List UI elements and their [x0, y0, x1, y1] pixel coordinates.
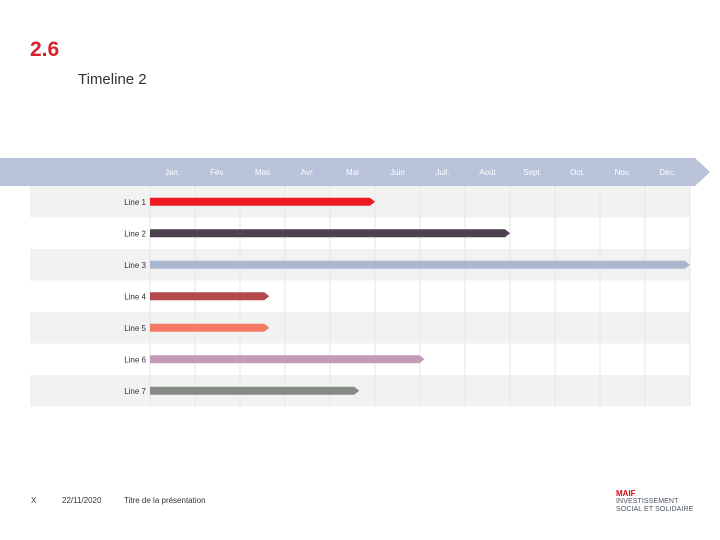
line-label: Line 4	[124, 292, 146, 301]
row-shade	[30, 375, 690, 407]
month-label: Fév.	[210, 168, 225, 177]
line-label: Line 3	[124, 261, 146, 270]
timeline-bar	[150, 229, 510, 238]
month-label: Mas	[255, 168, 270, 177]
timeline-header-band	[0, 158, 710, 186]
month-label: Juin	[390, 168, 405, 177]
month-label: Déc.	[659, 168, 675, 177]
logo-line-2: SOCIAL ET SOLIDAIRE	[616, 506, 694, 513]
footer-date: 22/11/2020	[62, 496, 102, 505]
timeline-bar	[150, 197, 375, 206]
month-label: Juil.	[435, 168, 449, 177]
line-label: Line 2	[124, 229, 146, 238]
line-label: Line 7	[124, 387, 146, 396]
maif-logo: MAIF INVESTISSEMENT SOCIAL ET SOLIDAIRE	[616, 488, 706, 514]
timeline-bar	[150, 355, 425, 364]
timeline-bar	[150, 292, 270, 301]
footer-presentation-title: Titre de la présentation	[124, 496, 206, 505]
slide-title: Timeline 2	[78, 71, 147, 88]
month-label: Oct.	[570, 168, 585, 177]
line-label: Line 6	[124, 355, 146, 364]
month-label: Août	[479, 168, 496, 177]
row-shade	[30, 312, 690, 344]
timeline-chart: Jan. Fév. Mas Avr. Mai Juin Juil. Août Sept. Oct.…	[0, 158, 710, 407]
logo-line-1: INVESTISSEMENT	[616, 498, 679, 505]
slide-number: X	[31, 496, 37, 505]
month-label: Sept.	[523, 168, 542, 177]
month-label: Avr.	[301, 168, 315, 177]
month-label: Mai	[346, 168, 359, 177]
logo-brand: MAIF	[616, 489, 636, 498]
timeline-bar	[150, 323, 270, 332]
month-label: Jan.	[165, 168, 180, 177]
section-number: 2.6	[30, 38, 60, 61]
timeline-bar	[150, 260, 690, 269]
line-label: Line 5	[124, 324, 146, 333]
line-label: Line 1	[124, 198, 146, 207]
timeline-bar	[150, 386, 360, 395]
month-label: Nov.	[615, 168, 631, 177]
